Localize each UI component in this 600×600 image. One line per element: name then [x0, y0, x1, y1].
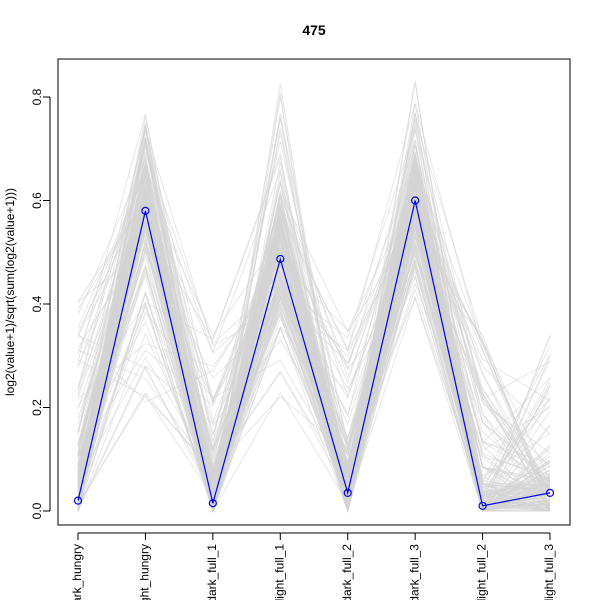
x-tick-label: dark_full_2	[340, 544, 354, 600]
highlight-point	[208, 499, 217, 508]
background-line	[77, 190, 551, 512]
background-line	[77, 168, 551, 512]
background-line	[77, 215, 551, 508]
x-tick-label: dark_full_3	[407, 544, 421, 600]
background-line	[77, 136, 551, 512]
highlight-point	[411, 196, 420, 205]
y-tick-label: 0.2	[30, 399, 44, 416]
highlight-point	[276, 254, 285, 264]
highlight-point	[478, 501, 487, 510]
y-axis-label: log2(value+1)/sqrt(sum(log2(value+1)))	[3, 188, 17, 396]
background-line	[77, 156, 551, 507]
highlight-point	[141, 206, 150, 215]
background-line	[77, 156, 551, 513]
highlight-point	[343, 488, 352, 497]
x-tick-label: light_hungry	[138, 544, 152, 600]
x-tick-label: dark_full_1	[205, 544, 219, 600]
x-tick-label: light_full_1	[272, 544, 286, 600]
highlight-series	[73, 196, 555, 510]
y-tick-label: 0.4	[30, 295, 44, 312]
x-tick-label: light_full_2	[475, 544, 489, 600]
chart-title: 475	[302, 22, 326, 38]
y-tick-label: 0.8	[30, 88, 44, 105]
y-tick-label: 0.0	[30, 502, 44, 519]
plot-frame	[57, 58, 571, 526]
highlight-point	[73, 496, 83, 505]
x-tick-label: light_full_3	[542, 544, 556, 600]
background-lines	[77, 80, 551, 513]
highlight-point	[545, 488, 555, 497]
y-tick-label: 0.6	[30, 192, 44, 209]
highlight-line	[77, 200, 551, 507]
background-line	[77, 203, 551, 512]
x-axis: dark_hungry light_hungry dark_full_1 light_…	[70, 532, 556, 600]
x-tick-label: dark_hungry	[70, 544, 84, 600]
background-line	[77, 185, 551, 513]
y-axis: 0.0 0.2 0.4 0.6 0.8	[30, 88, 51, 519]
